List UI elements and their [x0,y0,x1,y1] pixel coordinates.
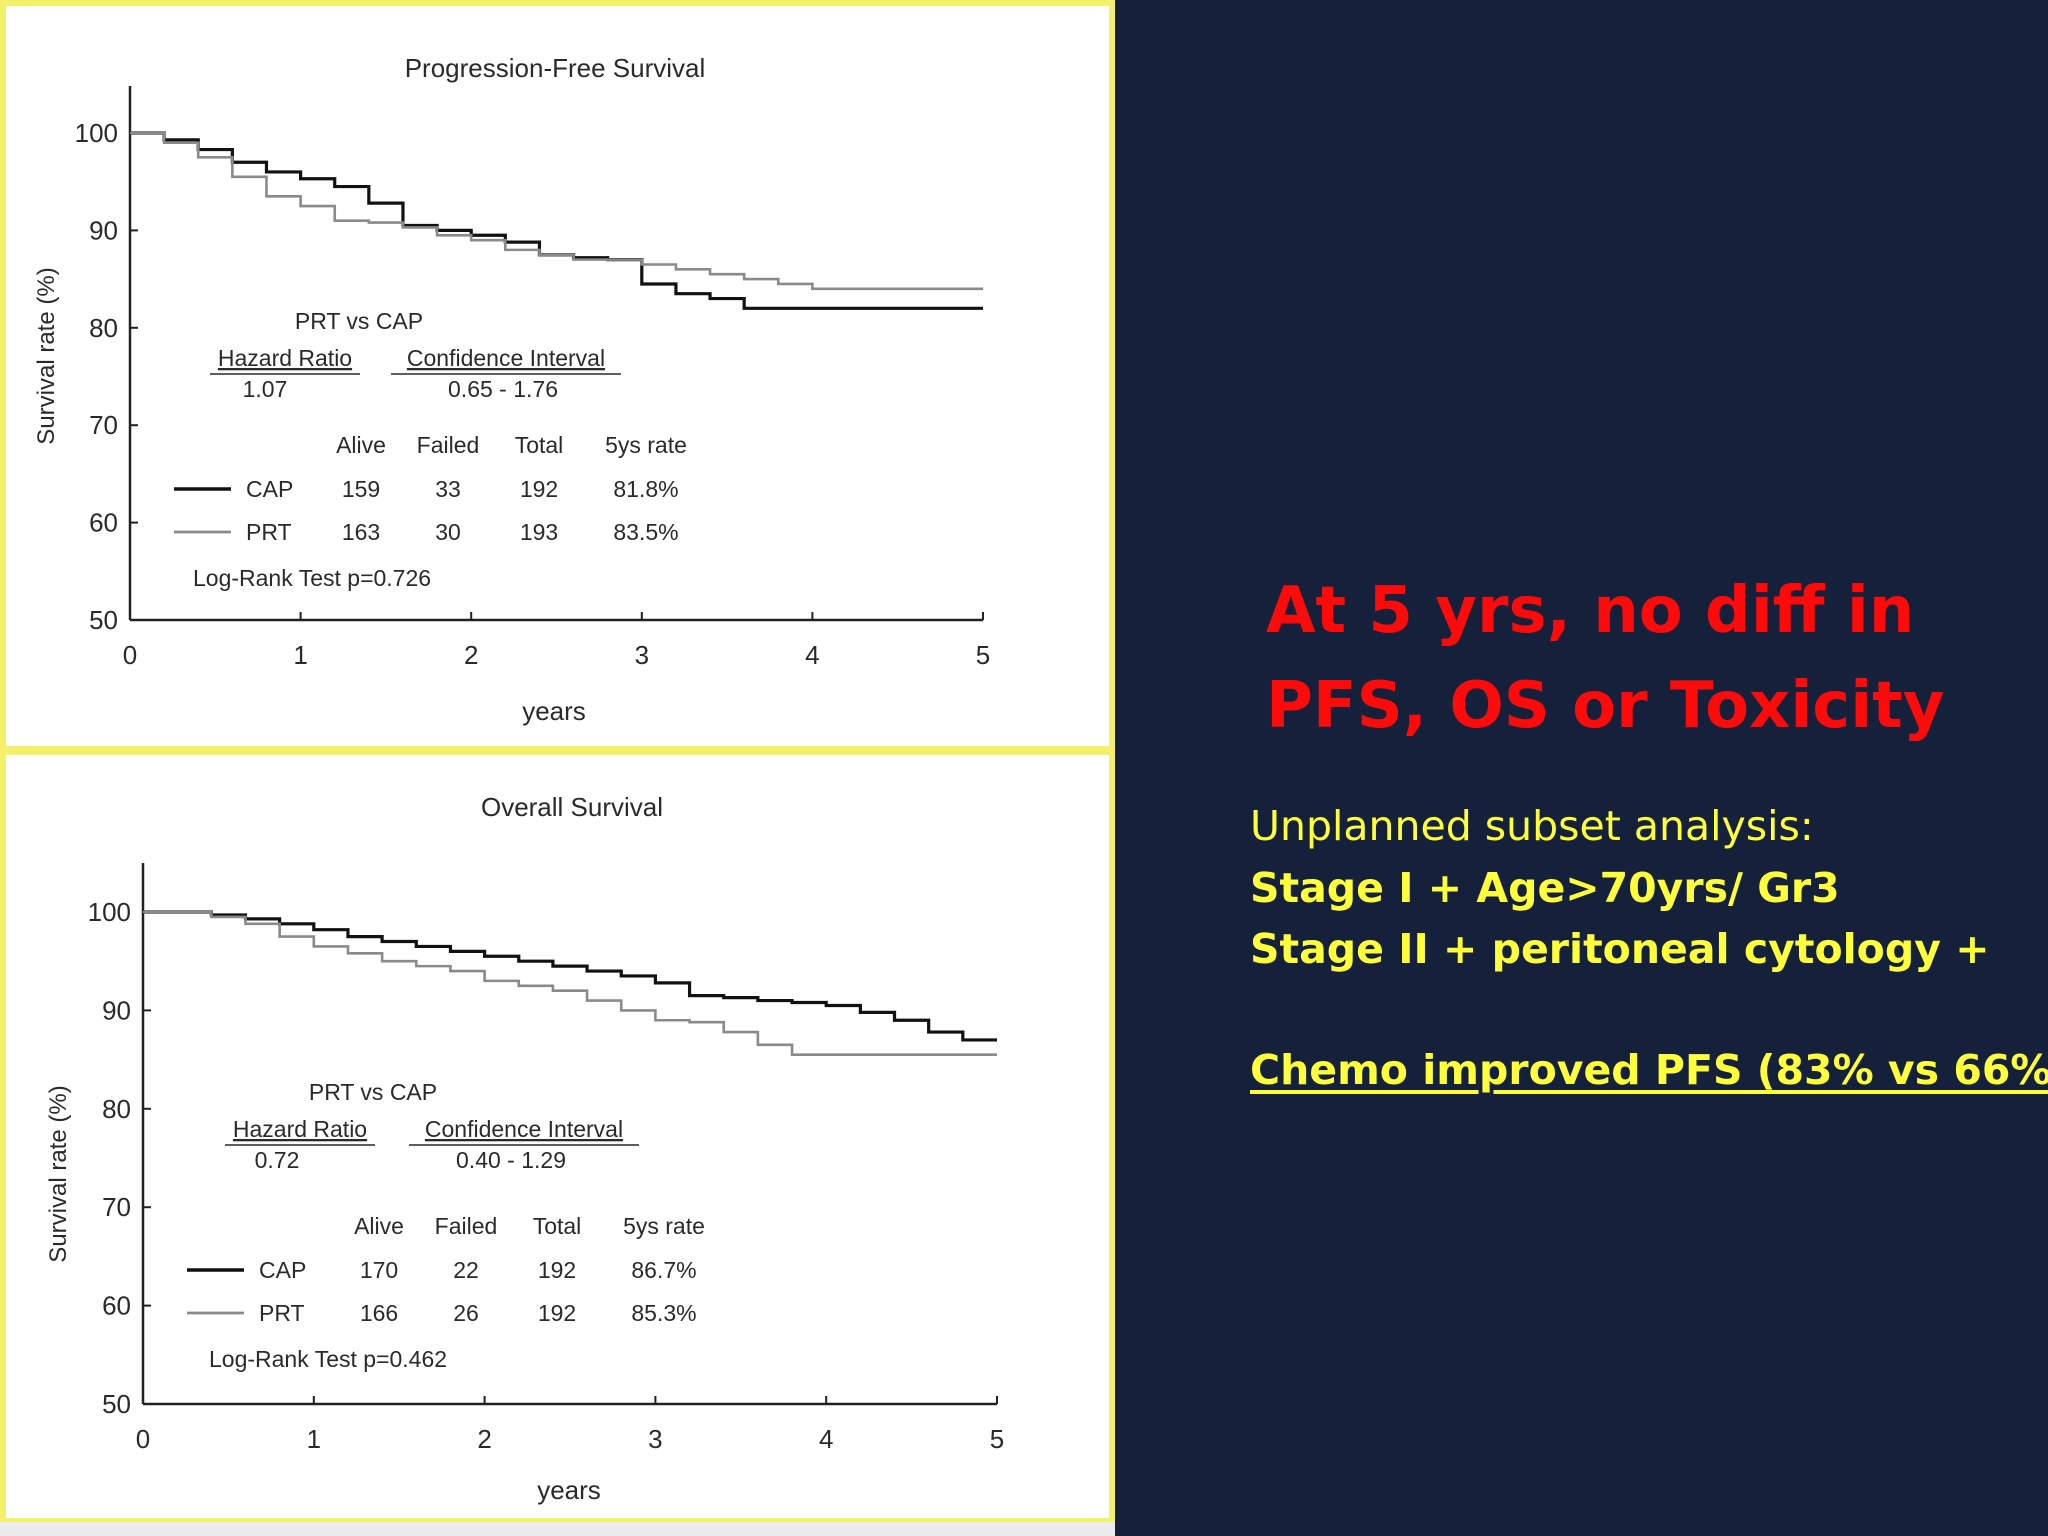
table-cell: 33 [435,476,461,502]
x-tick-label: 5 [990,1424,1004,1454]
x-tick-label: 3 [635,640,649,670]
table-cell: 81.8% [613,476,678,502]
x-tick-label: 5 [976,640,990,670]
table-header: Alive [354,1213,404,1239]
confidence-interval-label: Confidence Interval [407,345,605,371]
os-chart: Overall Survival 50 60 70 80 90 100 0 1 2 3 4 5 years… [45,792,1004,1505]
legend-label-cap: CAP [246,476,293,502]
table-header: 5ys rate [623,1213,705,1239]
table-header: Failed [435,1213,498,1239]
x-tick-label: 4 [805,640,819,670]
headline: At 5 yrs, no diff in PFS, OS or Toxicity [1266,564,2006,754]
y-tick-label: 50 [89,605,118,635]
legend-label-prt: PRT [259,1300,305,1326]
y-axis-label: Survival rate (%) [33,267,60,444]
table-cell: 86.7% [631,1257,696,1283]
hazard-ratio-value: 1.07 [243,376,288,402]
table-header: 5ys rate [605,432,687,458]
y-axis-label: Survival rate (%) [45,1085,72,1262]
table-cell: 83.5% [613,519,678,545]
table-cell: 166 [360,1300,398,1326]
pfs-chart: Progression-Free Survival 50 60 70 80 90 100 0 1… [33,53,990,726]
table-cell: 192 [520,476,558,502]
table-cell: 26 [453,1300,479,1326]
chart-title: Progression-Free Survival [405,53,706,83]
log-rank-test: Log-Rank Test p=0.462 [209,1346,447,1372]
table-header: Failed [417,432,480,458]
y-tick-label: 60 [89,508,118,538]
chart-title: Overall Survival [481,792,663,822]
legend-label-cap: CAP [259,1257,306,1283]
comparison-label: PRT vs CAP [295,308,423,334]
table-cell: 193 [520,519,558,545]
y-tick-label: 70 [89,410,118,440]
x-tick-label: 1 [293,640,307,670]
y-tick-label: 90 [102,995,131,1025]
hazard-ratio-label: Hazard Ratio [218,345,352,371]
x-tick-label: 2 [477,1424,491,1454]
table-cell: 192 [538,1257,576,1283]
legend-label-prt: PRT [246,519,292,545]
pfs-chart-panel: Progression-Free Survival 50 60 70 80 90 100 0 1… [0,0,1115,752]
x-tick-label: 0 [123,640,137,670]
x-tick-label: 4 [819,1424,833,1454]
confidence-interval-label: Confidence Interval [425,1116,623,1142]
y-tick-label: 100 [88,897,131,927]
log-rank-test: Log-Rank Test p=0.726 [193,565,431,591]
x-axis-label: years [537,1475,601,1505]
os-chart-panel: Overall Survival 50 60 70 80 90 100 0 1 2 3 4 5 years… [0,749,1115,1524]
confidence-interval-value: 0.65 - 1.76 [448,376,558,402]
table-header: Alive [336,432,386,458]
series-line-cap [143,910,997,1042]
chemo-conclusion: Chemo improved PFS (83% vs 66%) [1250,1046,2048,1094]
y-tick-label: 70 [102,1192,131,1222]
table-cell: 85.3% [631,1300,696,1326]
headline-line-1: At 5 yrs, no diff in [1266,574,1915,648]
table-cell: 163 [342,519,380,545]
y-tick-label: 90 [89,215,118,245]
table-cell: 159 [342,476,380,502]
series-line-prt [130,131,983,291]
headline-line-2: PFS, OS or Toxicity [1266,669,1945,743]
x-tick-label: 2 [464,640,478,670]
y-tick-label: 100 [75,118,118,148]
table-cell: 170 [360,1257,398,1283]
bottom-divider [0,1522,1115,1536]
table-header: Total [533,1213,582,1239]
series-line-cap [130,131,983,310]
x-tick-label: 0 [136,1424,150,1454]
hazard-ratio-label: Hazard Ratio [233,1116,367,1142]
subset-analysis-title: Unplanned subset analysis: [1250,802,1814,850]
hazard-ratio-value: 0.72 [255,1147,300,1173]
subset-stage-2: Stage II + peritoneal cytology + [1250,925,1990,973]
confidence-interval-value: 0.40 - 1.29 [456,1147,566,1173]
table-cell: 22 [453,1257,479,1283]
y-tick-label: 50 [102,1389,131,1419]
y-tick-label: 80 [89,313,118,343]
table-cell: 30 [435,519,461,545]
series-line-prt [143,910,997,1056]
x-tick-label: 3 [648,1424,662,1454]
table-header: Total [515,432,564,458]
table-cell: 192 [538,1300,576,1326]
y-tick-label: 80 [102,1094,131,1124]
subset-stage-1: Stage I + Age>70yrs/ Gr3 [1250,864,1840,912]
x-axis-label: years [522,696,586,726]
y-tick-label: 60 [102,1291,131,1321]
comparison-label: PRT vs CAP [309,1079,437,1105]
x-tick-label: 1 [307,1424,321,1454]
